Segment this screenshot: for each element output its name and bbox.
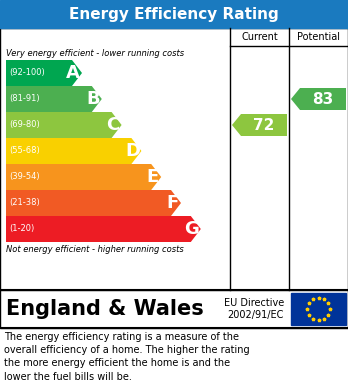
Text: Current: Current	[241, 32, 278, 42]
Polygon shape	[6, 216, 201, 242]
Polygon shape	[232, 114, 287, 136]
Text: The energy efficiency rating is a measure of the
overall efficiency of a home. T: The energy efficiency rating is a measur…	[4, 332, 250, 382]
Bar	[0, 0, 348, 28]
Text: (92-100): (92-100)	[9, 68, 45, 77]
Text: 83: 83	[312, 91, 333, 106]
Polygon shape	[6, 190, 181, 216]
Text: G: G	[184, 220, 199, 238]
Polygon shape	[6, 60, 82, 86]
Text: (39-54): (39-54)	[9, 172, 40, 181]
Text: Energy Efficiency Rating: Energy Efficiency Rating	[69, 7, 279, 22]
Text: B: B	[86, 90, 100, 108]
Text: F: F	[166, 194, 178, 212]
Polygon shape	[6, 164, 161, 190]
Bar	[291, 293, 346, 325]
Text: (81-91): (81-91)	[9, 95, 40, 104]
Polygon shape	[6, 138, 141, 164]
Text: (55-68): (55-68)	[9, 147, 40, 156]
Text: Very energy efficient - lower running costs: Very energy efficient - lower running co…	[6, 48, 184, 57]
Text: England & Wales: England & Wales	[6, 299, 204, 319]
Text: Not energy efficient - higher running costs: Not energy efficient - higher running co…	[6, 244, 184, 253]
Polygon shape	[291, 88, 346, 110]
Text: Potential: Potential	[297, 32, 340, 42]
Text: D: D	[125, 142, 140, 160]
Text: EU Directive
2002/91/EC: EU Directive 2002/91/EC	[224, 298, 284, 320]
Text: (69-80): (69-80)	[9, 120, 40, 129]
Text: 72: 72	[253, 118, 274, 133]
Text: (1-20): (1-20)	[9, 224, 34, 233]
Text: A: A	[66, 64, 80, 82]
Polygon shape	[6, 86, 102, 112]
Polygon shape	[6, 112, 121, 138]
Text: E: E	[146, 168, 158, 186]
Text: C: C	[106, 116, 119, 134]
Bar	[0, 290, 348, 328]
Text: (21-38): (21-38)	[9, 199, 40, 208]
Bar	[0, 28, 348, 290]
